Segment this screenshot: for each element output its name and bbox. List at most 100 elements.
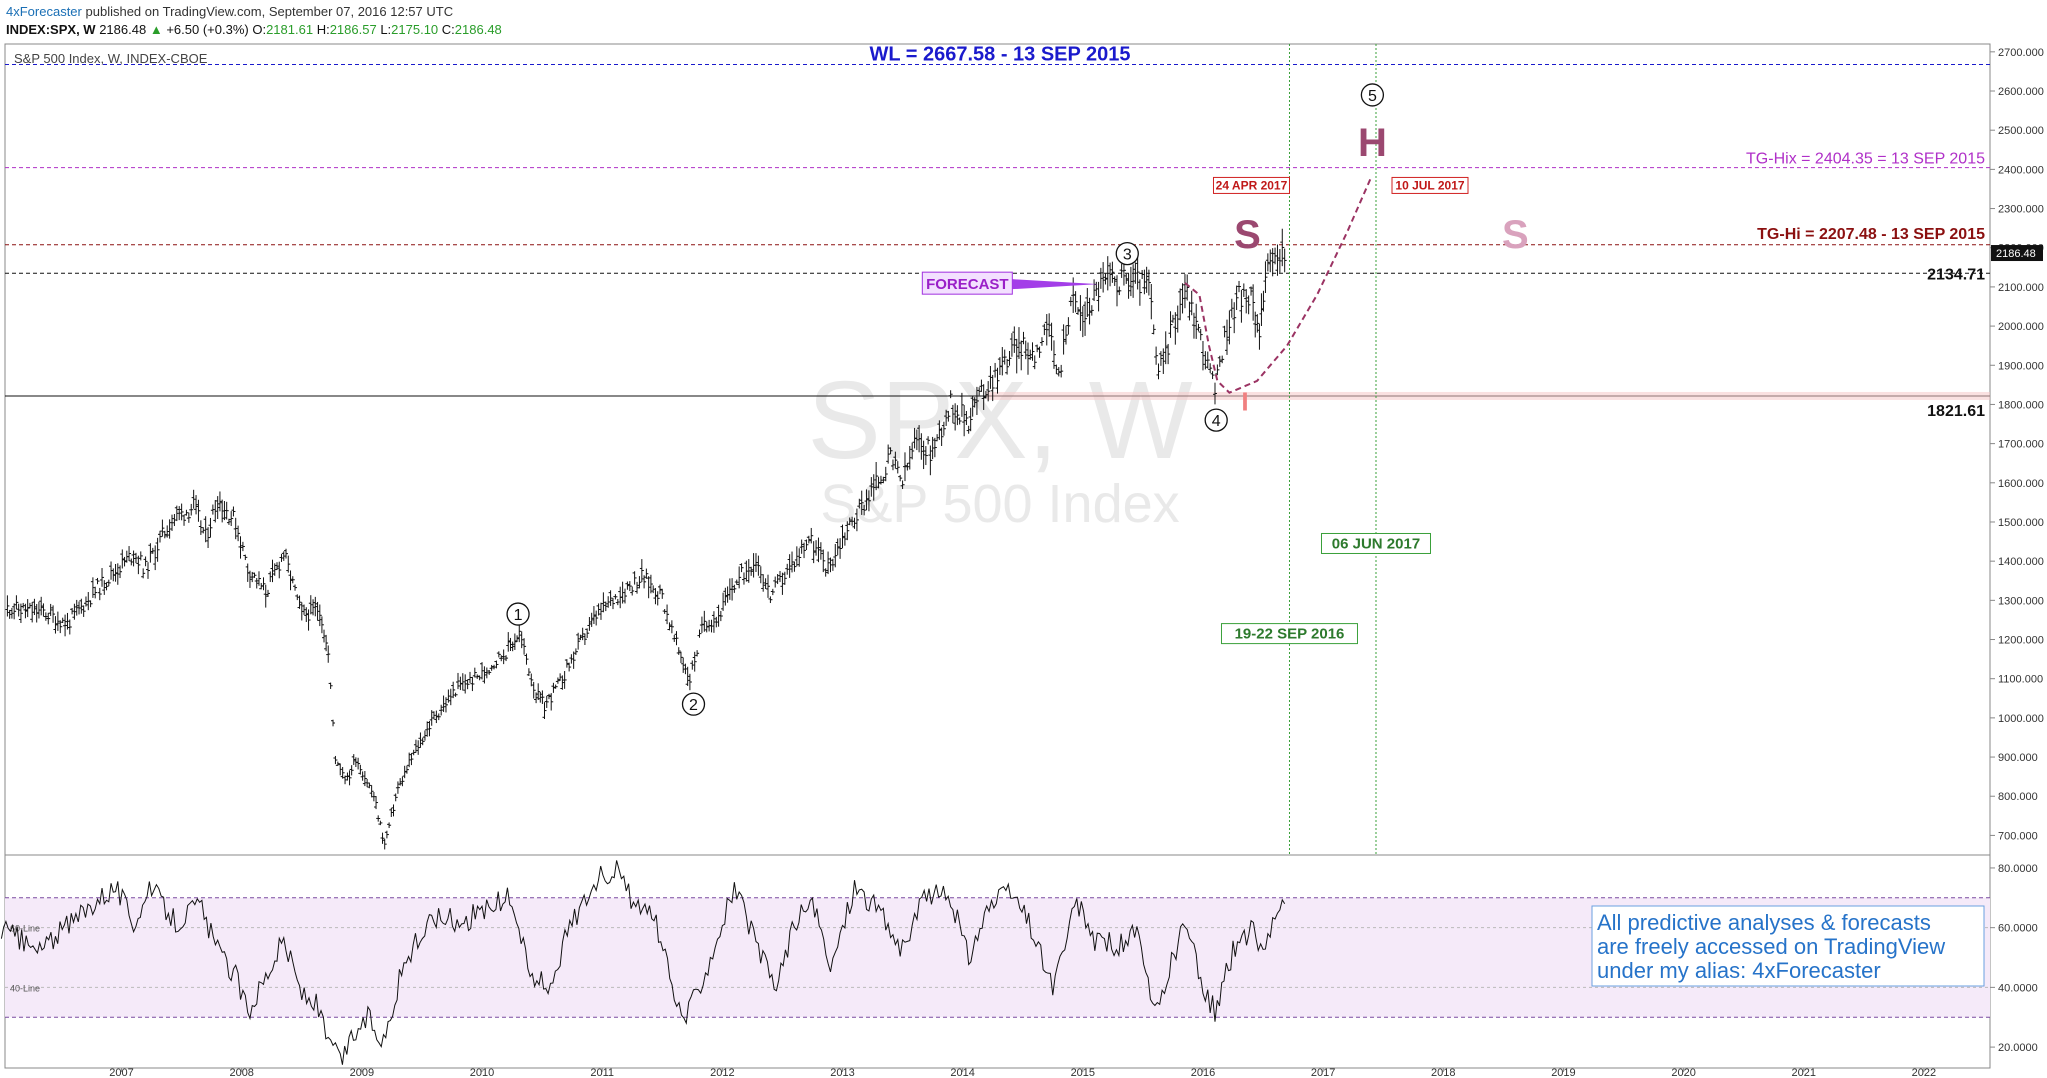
watermark-symbol: SPX, W bbox=[807, 359, 1192, 482]
level-label-1821: 1821.61 bbox=[1927, 403, 1985, 420]
price-tick-label: 1000.000 bbox=[1998, 713, 2044, 725]
wave-label: 3 bbox=[1123, 247, 1132, 264]
oscillator-axis: 20.0000 40.0000 60.0000 80.0000 bbox=[1990, 863, 2038, 1054]
level-label-tghi: TG-Hi = 2207.48 - 13 SEP 2015 bbox=[1757, 226, 1985, 243]
price-tick-label: 2100.000 bbox=[1998, 282, 2044, 294]
price-tick-label: 700.000 bbox=[1998, 830, 2038, 842]
level-label-2134: 2134.71 bbox=[1927, 266, 1985, 283]
date-marker-box bbox=[1320, 532, 1431, 554]
sixty-line-label: 60-Line bbox=[10, 924, 40, 934]
wave-circle bbox=[1360, 83, 1385, 107]
osc-tick-label: 20.0000 bbox=[1998, 1042, 2038, 1054]
year-tick-label: 2009 bbox=[350, 1067, 374, 1078]
author-link[interactable]: 4xForecaster bbox=[6, 4, 82, 19]
year-tick-label: 2022 bbox=[1912, 1067, 1936, 1078]
price-tick-label: 1700.000 bbox=[1998, 439, 2044, 451]
forecast-tag-label: FORECAST bbox=[926, 276, 1009, 293]
low-label: L: bbox=[380, 22, 392, 37]
year-tick-label: 2017 bbox=[1311, 1067, 1335, 1078]
publish-info: published on TradingView.com, September … bbox=[85, 4, 454, 19]
pattern-label: S bbox=[1502, 213, 1529, 257]
chart-frame bbox=[4, 43, 1991, 1069]
price-tick-label: 1900.000 bbox=[1998, 360, 2044, 372]
price-tick-label: 2700.000 bbox=[1998, 47, 2044, 59]
last-price: 2186.48 bbox=[99, 22, 147, 37]
year-tick-label: 2013 bbox=[830, 1067, 854, 1078]
change-arrow-icon: ▲ bbox=[149, 22, 163, 37]
date-marker-label: 06 JUN 2017 bbox=[1332, 535, 1420, 552]
pattern-label: I bbox=[1241, 387, 1248, 417]
year-tick-label: 2021 bbox=[1792, 1067, 1816, 1078]
support-zone bbox=[986, 391, 1990, 400]
price-bars bbox=[5, 228, 1287, 850]
forecast-arrow-icon bbox=[1012, 279, 1099, 290]
wave-label: 4 bbox=[1212, 413, 1221, 430]
price-tick-label: 1300.000 bbox=[1998, 595, 2044, 607]
level-label-wl: WL = 2667.58 - 13 SEP 2015 bbox=[869, 44, 1130, 66]
price-change: +6.50 (+0.3%) bbox=[166, 22, 249, 37]
time-axis: 2007 2008 2009 2010 2011 2012 2013 2014 2015 2016… bbox=[109, 1067, 1936, 1078]
price-tick-label: 2600.000 bbox=[1998, 86, 2044, 98]
date-box-label: 10 JUL 2017 bbox=[1395, 178, 1464, 192]
pattern-label: S bbox=[1234, 213, 1261, 257]
note-line-3: under my alias: 4xForecaster bbox=[1597, 958, 1881, 983]
oscillator-line[interactable] bbox=[0, 860, 1286, 1065]
wave-label: 5 bbox=[1368, 88, 1377, 105]
price-tick-label: 1100.000 bbox=[1998, 674, 2043, 686]
wave-label: 2 bbox=[689, 697, 698, 714]
price-tick-label: 1200.000 bbox=[1998, 635, 2044, 647]
high-label: H: bbox=[316, 22, 330, 37]
price-tick-label: 2000.000 bbox=[1998, 321, 2044, 333]
year-tick-label: 2018 bbox=[1431, 1067, 1455, 1078]
price-tick-label: 2300.000 bbox=[1998, 204, 2044, 216]
wave-circle bbox=[681, 692, 706, 716]
watermark-name: S&P 500 Index bbox=[820, 474, 1179, 534]
symbol-label: INDEX:SPX, W bbox=[6, 22, 96, 37]
price-tick-label: 2500.000 bbox=[1998, 125, 2044, 137]
price-tick-label: 1800.000 bbox=[1998, 399, 2044, 411]
current-price-tag bbox=[1991, 245, 2043, 262]
close-value: 2186.48 bbox=[454, 22, 502, 37]
price-tick-label: 1600.000 bbox=[1998, 478, 2044, 490]
note-line-1: All predictive analyses & forecasts bbox=[1597, 910, 1931, 935]
close-label: C: bbox=[441, 22, 455, 37]
osc-tick-label: 80.0000 bbox=[1998, 863, 2038, 875]
forecast-path[interactable] bbox=[1184, 176, 1373, 394]
current-price-label: 2186.48 bbox=[1996, 248, 2036, 260]
wave-circle bbox=[1115, 241, 1139, 266]
year-tick-label: 2019 bbox=[1551, 1067, 1575, 1078]
year-tick-label: 2015 bbox=[1071, 1067, 1095, 1078]
level-label-tghix: TG-Hix = 2404.35 = 13 SEP 2015 bbox=[1746, 151, 1985, 168]
osc-tick-label: 40.0000 bbox=[1998, 982, 2038, 994]
wave-circle bbox=[1204, 408, 1228, 432]
ohlc-header: INDEX:SPX, W 2186.48 ▲ +6.50 (+0.3%) O:2… bbox=[6, 22, 502, 37]
date-marker-label: 19-22 SEP 2016 bbox=[1235, 626, 1345, 643]
chart-title: S&P 500 Index, W, INDEX-CBOE bbox=[14, 51, 208, 66]
price-tick-label: 1400.000 bbox=[1998, 556, 2044, 568]
high-value: 2186.57 bbox=[329, 22, 377, 37]
open-value: 2181.61 bbox=[266, 22, 314, 37]
date-box bbox=[1212, 176, 1290, 194]
note-line-2: are freely accessed on TradingView bbox=[1597, 934, 1945, 959]
year-tick-label: 2012 bbox=[710, 1067, 734, 1078]
wave-label: 1 bbox=[514, 607, 523, 624]
wave-circle bbox=[506, 602, 530, 626]
forty-line-label: 40-Line bbox=[10, 983, 40, 993]
year-tick-label: 2020 bbox=[1671, 1067, 1695, 1078]
price-tick-label: 1500.000 bbox=[1998, 517, 2044, 529]
date-box-label: 24 APR 2017 bbox=[1216, 178, 1288, 192]
pattern-label: H bbox=[1358, 121, 1387, 165]
date-marker-box bbox=[1220, 623, 1358, 645]
price-tick-label: 800.000 bbox=[1998, 791, 2038, 803]
year-tick-label: 2010 bbox=[470, 1067, 494, 1078]
year-tick-label: 2011 bbox=[590, 1067, 614, 1078]
publish-header: 4xForecaster published on TradingView.co… bbox=[6, 4, 453, 19]
year-tick-label: 2008 bbox=[229, 1067, 253, 1078]
price-tick-label: 900.000 bbox=[1998, 752, 2038, 764]
price-tick-label: 2400.000 bbox=[1998, 164, 2044, 176]
date-box bbox=[1391, 176, 1469, 194]
open-label: O: bbox=[252, 22, 267, 37]
low-value: 2175.10 bbox=[391, 22, 439, 37]
year-tick-label: 2014 bbox=[950, 1067, 974, 1078]
